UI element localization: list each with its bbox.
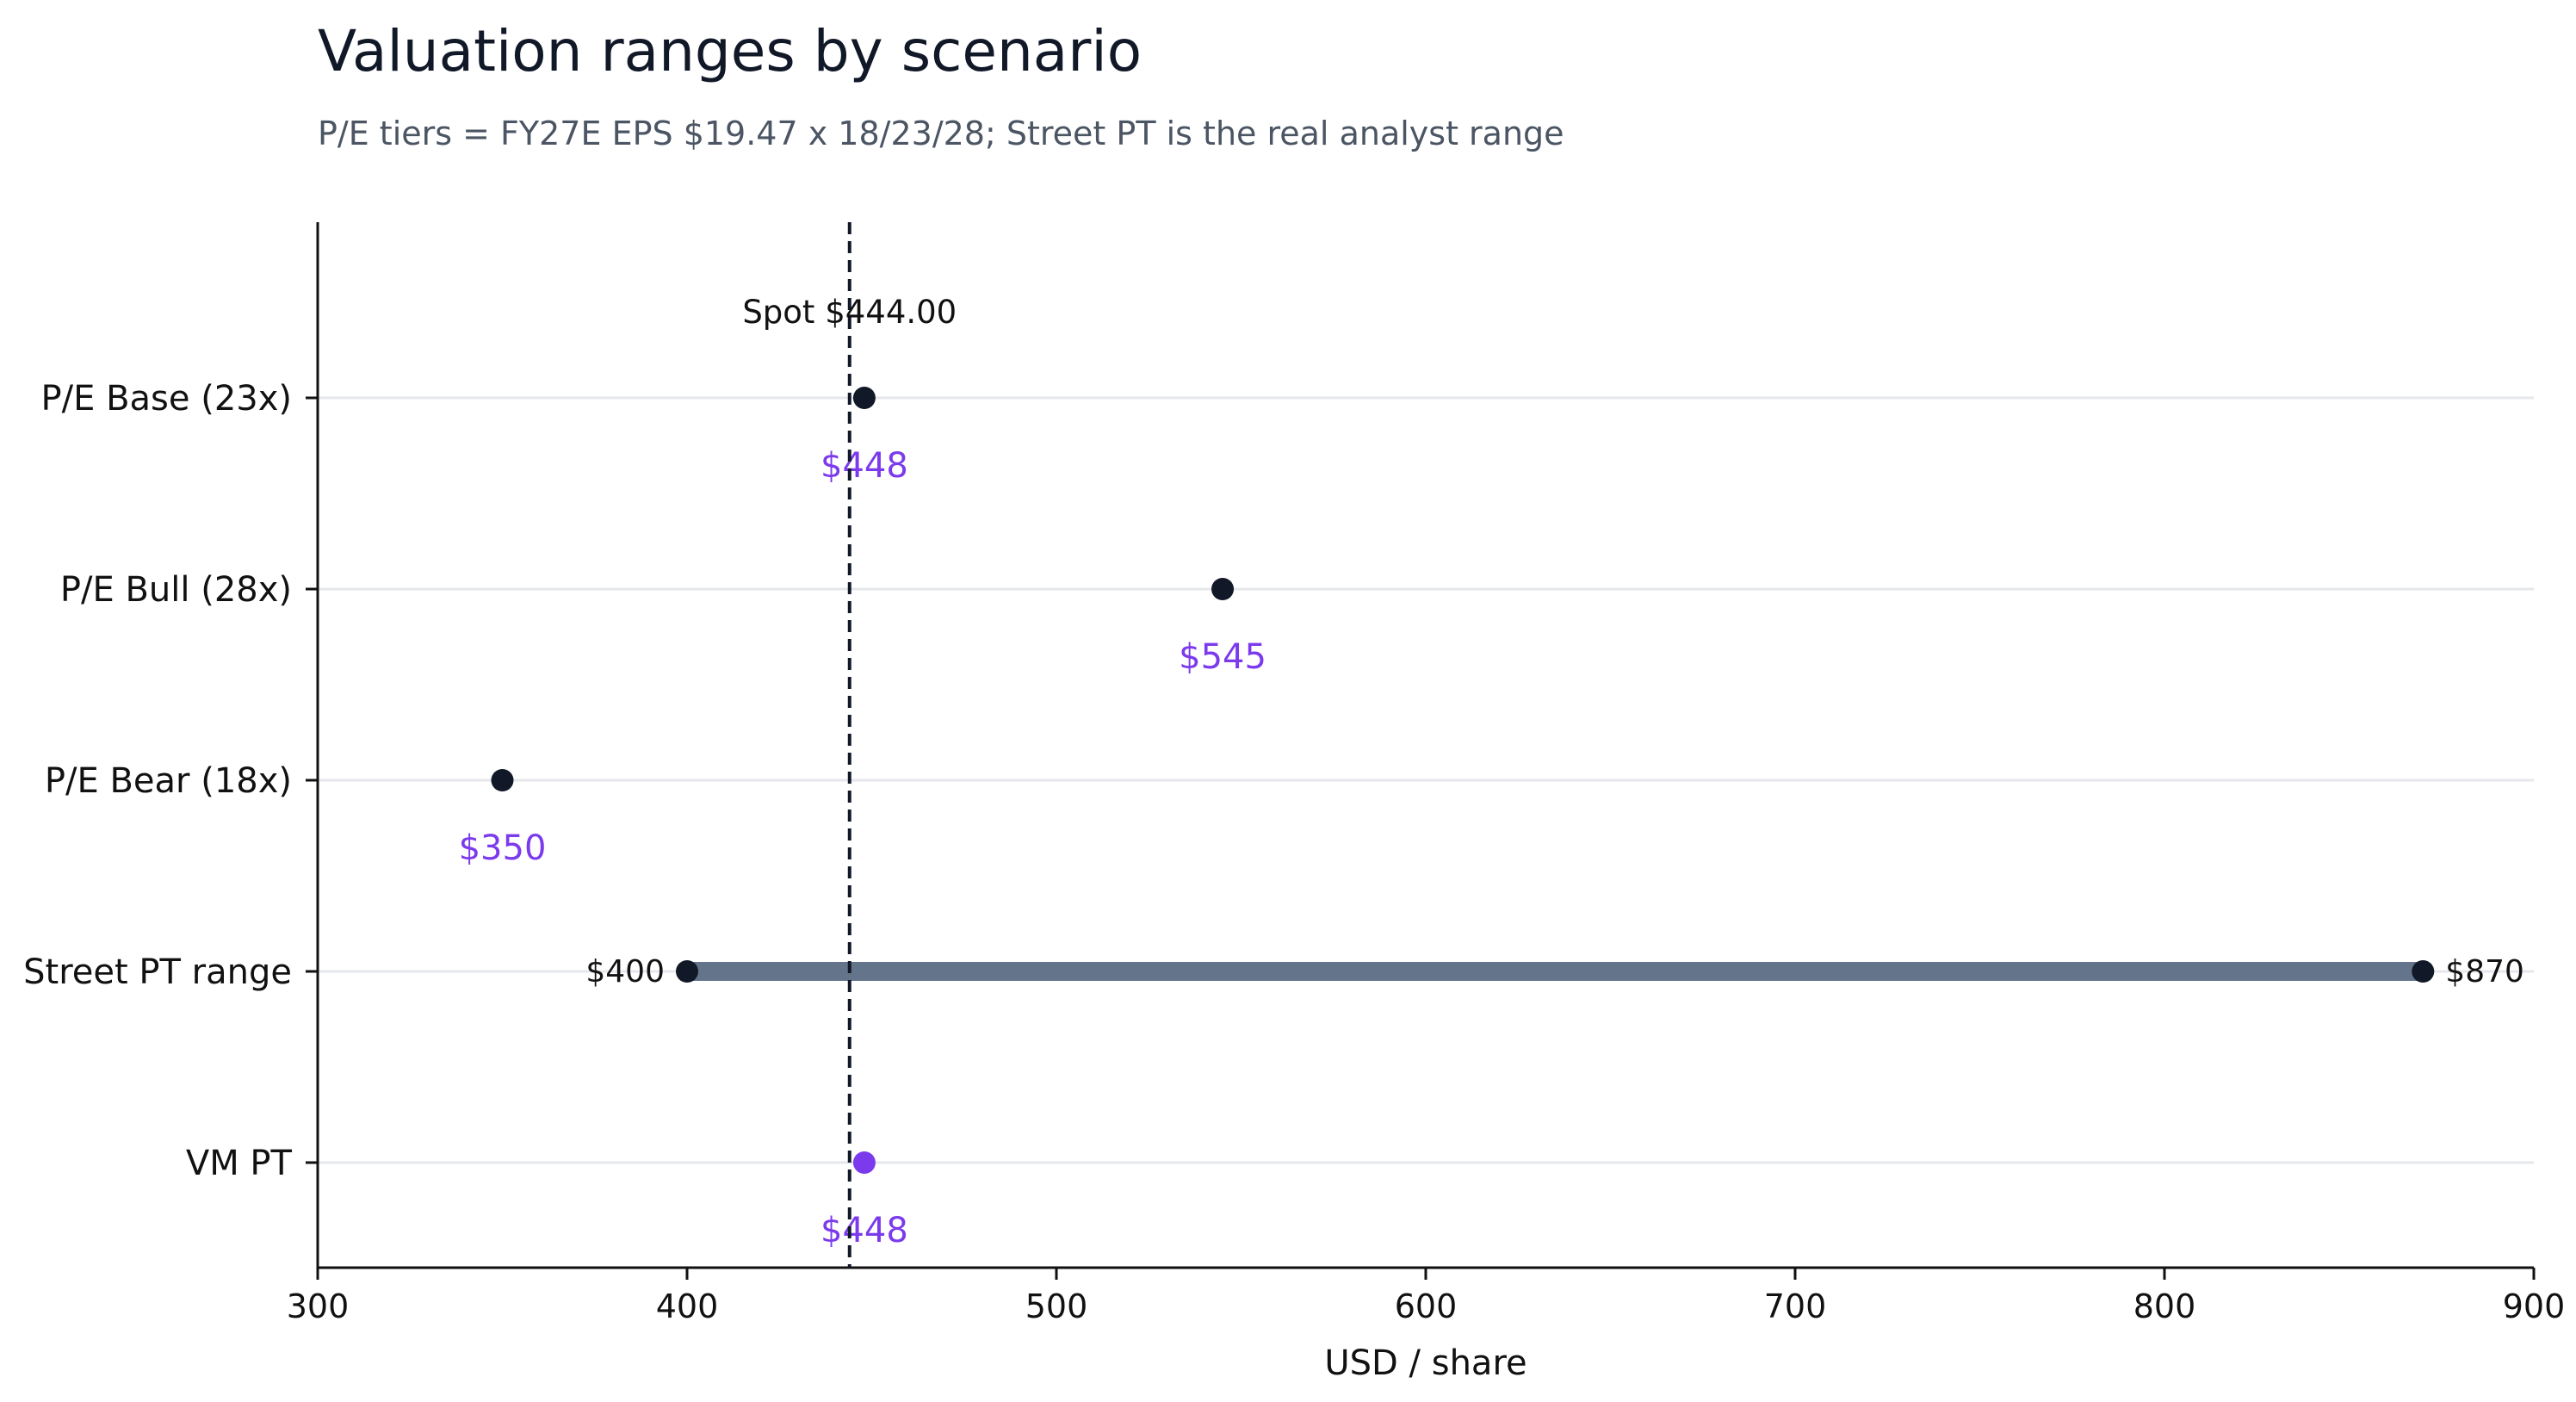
point-vm-pt xyxy=(852,1151,876,1174)
chart-subtitle: P/E tiers = FY27E EPS $19.47 x 18/23/28;… xyxy=(318,115,1564,152)
range-high-label: $870 xyxy=(2445,954,2524,989)
plot-area: 300 400 500 600 700 800 900 P/E Base (23x) P/E B… xyxy=(23,222,2565,1325)
point-label-p-e-bull-28x: $545 xyxy=(1179,637,1266,677)
point-label-p-e-base-23x: $448 xyxy=(820,446,908,486)
point-p-e-bear-18x xyxy=(491,769,514,791)
x-axis-title: USD / share xyxy=(1324,1343,1526,1383)
chart-title: Valuation ranges by scenario xyxy=(318,18,1142,84)
x-tick-label-500: 500 xyxy=(1025,1287,1088,1325)
y-label-p-e-bull-28x: P/E Bull (28x) xyxy=(60,570,292,610)
range-high-point xyxy=(2412,960,2435,983)
y-label-p-e-base-23x: P/E Base (23x) xyxy=(41,379,292,419)
point-p-e-bull-28x xyxy=(1211,578,1235,600)
x-tick-label-700: 700 xyxy=(1764,1287,1827,1325)
range-low-label: $400 xyxy=(585,954,665,989)
x-tick-label-600: 600 xyxy=(1395,1287,1458,1325)
y-label-vm-pt: VM PT xyxy=(186,1144,293,1183)
x-tick-label-900: 900 xyxy=(2503,1287,2566,1325)
range-low-point xyxy=(676,960,698,983)
spot-reference-label: Spot $444.00 xyxy=(742,294,957,331)
point-label-p-e-bear-18x: $350 xyxy=(459,828,547,868)
x-tick-label-400: 400 xyxy=(656,1287,719,1325)
x-tick-label-800: 800 xyxy=(2133,1287,2196,1325)
y-label-p-e-bear-18x: P/E Bear (18x) xyxy=(45,761,292,801)
y-label-street-pt-range: Street PT range xyxy=(23,952,292,992)
point-p-e-base-23x xyxy=(852,387,876,409)
point-label-vm-pt: $448 xyxy=(820,1211,908,1250)
x-tick-label-300: 300 xyxy=(287,1287,350,1325)
